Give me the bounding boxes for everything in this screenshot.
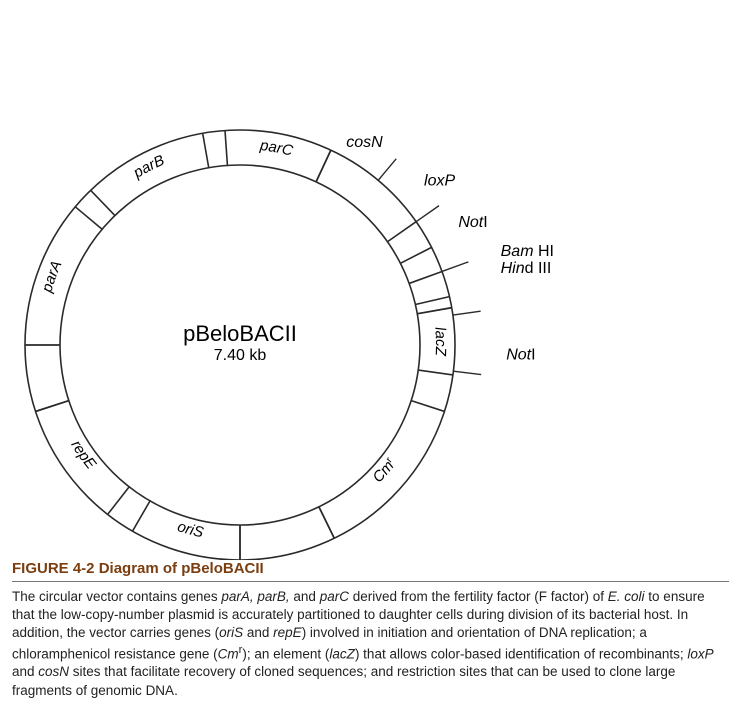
site-label-loxP: loxP xyxy=(424,173,455,190)
site-label-HindIII: Hind III xyxy=(501,260,552,277)
segment-label-parA: parA xyxy=(38,258,65,295)
figure-caption: FIGURE 4-2 Diagram of pBeloBACII The cir… xyxy=(12,560,729,700)
site-tick-loxP xyxy=(416,206,439,222)
figure-number: FIGURE 4-2 xyxy=(12,560,95,577)
figure-body: The circular vector contains genes parA,… xyxy=(12,588,729,700)
plasmid-name: pBeloBACII xyxy=(170,321,310,347)
segment-label-repE: repE xyxy=(67,437,99,473)
site-label-NotI: NotI xyxy=(506,347,535,364)
plasmid-svg: lacZCmroriSrepEparAparBparCcosNloxPNotIB… xyxy=(0,0,720,560)
site-label-NotI: NotI xyxy=(458,214,487,231)
site-tick-NotI xyxy=(453,371,481,374)
plasmid-size: 7.40 kb xyxy=(170,347,310,365)
segment-label-lacZ: lacZ xyxy=(431,326,449,357)
site-label-cosN: cosN xyxy=(346,134,383,151)
plasmid-diagram: lacZCmroriSrepEparAparBparCcosNloxPNotIB… xyxy=(0,0,720,560)
plasmid-center-label: pBeloBACII 7.40 kb xyxy=(170,321,310,365)
site-tick-cosN xyxy=(378,159,396,180)
caption-rule xyxy=(12,581,729,582)
site-tick-BamHI xyxy=(453,311,481,315)
segment-label-oriS: oriS xyxy=(175,518,205,541)
segment-label-Cmr: Cmr xyxy=(369,454,397,486)
figure-title-line: FIGURE 4-2 Diagram of pBeloBACII xyxy=(12,560,729,577)
site-label-BamHI: Bam HI xyxy=(501,243,554,260)
site-tick-NotI xyxy=(442,262,468,272)
segment-label-parC: parC xyxy=(258,137,295,160)
figure-name: Diagram of pBeloBACII xyxy=(99,560,264,577)
